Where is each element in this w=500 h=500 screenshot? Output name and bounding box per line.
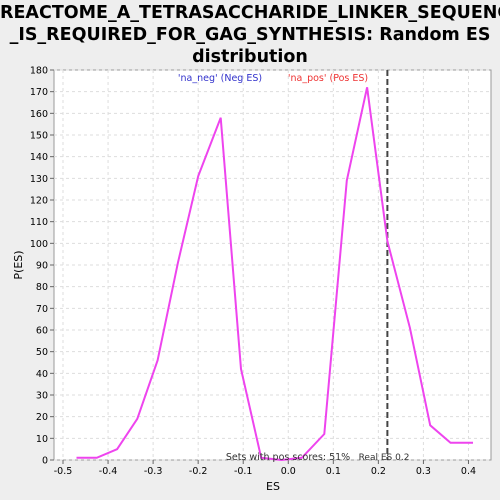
y-tick-label: 160 <box>30 109 48 120</box>
y-tick-label: 140 <box>30 152 48 163</box>
legend-pos-es: 'na_pos' (Pos ES) <box>288 73 368 84</box>
x-tick-label: 0.4 <box>461 466 476 477</box>
y-axis-label: P(ES) <box>12 250 25 279</box>
y-axis: 0 10 20 30 40 50 60 70 80 90 100 110 120 130 140 150 160… <box>30 66 54 467</box>
y-tick-label: 50 <box>36 347 48 358</box>
y-tick-label: 30 <box>36 391 48 402</box>
y-tick-label: 180 <box>30 66 48 77</box>
x-axis-label: ES <box>266 480 280 493</box>
y-tick-label: 150 <box>30 131 48 142</box>
y-tick-label: 100 <box>30 239 48 250</box>
x-tick-label: -0.2 <box>189 466 208 477</box>
x-tick-label: -0.5 <box>54 466 73 477</box>
y-tick-label: 20 <box>36 412 48 423</box>
y-tick-label: 120 <box>30 196 48 207</box>
y-tick-label: 170 <box>30 87 48 98</box>
y-tick-label: 90 <box>36 261 48 272</box>
y-tick-label: 60 <box>36 326 48 337</box>
x-tick-label: -0.1 <box>234 466 253 477</box>
x-tick-label: 0.2 <box>371 466 386 477</box>
sets-with-pos-scores: Sets with pos scores: 51% <box>226 452 350 463</box>
legend-neg-es: 'na_neg' (Neg ES) <box>178 73 262 84</box>
y-tick-label: 40 <box>36 369 48 380</box>
y-tick-label: 80 <box>36 282 48 293</box>
x-tick-label: 0.3 <box>416 466 431 477</box>
x-tick-label: 0.0 <box>281 466 296 477</box>
y-tick-label: 0 <box>42 456 48 467</box>
y-tick-label: 70 <box>36 304 48 315</box>
real-es-label: Real ES 0.2 <box>359 453 410 463</box>
y-tick-label: 10 <box>36 434 48 445</box>
x-tick-label: 0.1 <box>326 466 341 477</box>
y-tick-label: 110 <box>30 217 48 228</box>
x-tick-label: -0.4 <box>99 466 118 477</box>
y-tick-label: 130 <box>30 174 48 185</box>
x-tick-label: -0.3 <box>144 466 163 477</box>
